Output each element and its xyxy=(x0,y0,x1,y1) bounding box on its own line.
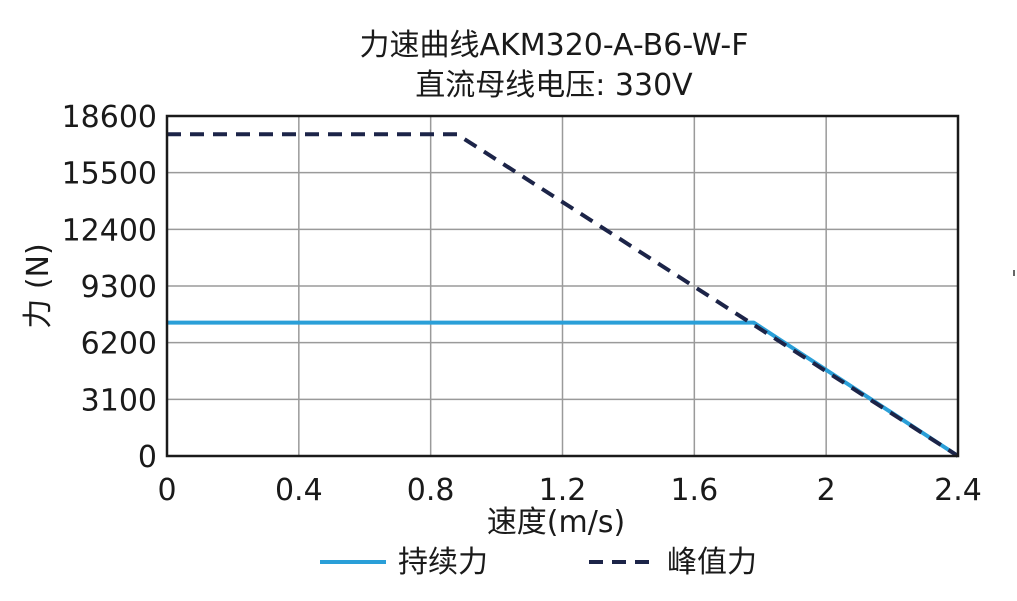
legend-label: 峰值力 xyxy=(667,545,757,580)
x-tick-label: 0.8 xyxy=(407,473,455,508)
plot-series xyxy=(167,132,960,458)
plot-frame xyxy=(165,114,960,458)
x-axis-label: 速度(m/s) xyxy=(487,505,625,540)
chart-subtitle: 直流母线电压: 330V xyxy=(415,68,693,103)
legend-label: 持续力 xyxy=(398,545,488,580)
legend: 持续力 峰值力 xyxy=(320,545,757,580)
y-tick-label: 0 xyxy=(138,440,157,475)
x-tick-label: 1.6 xyxy=(670,473,718,508)
y-tick-label: 18600 xyxy=(62,100,157,135)
x-tick-label: 0 xyxy=(157,473,176,508)
edge-mark xyxy=(1013,270,1015,276)
y-tick-label: 15500 xyxy=(62,157,157,192)
grid xyxy=(167,116,958,456)
y-tick-label: 6200 xyxy=(81,327,157,362)
x-tick-label: 0.4 xyxy=(275,473,323,508)
y-tick-label: 9300 xyxy=(81,270,157,305)
y-tick-label: 12400 xyxy=(62,213,157,248)
x-tick-label: 1.2 xyxy=(539,473,587,508)
y-tick-label: 3100 xyxy=(81,383,157,418)
tick-labels: 0 0.4 0.8 1.2 1.6 2 2.4 0 3100 6200 9300 12400 15500… xyxy=(62,100,982,508)
x-tick-label: 2.4 xyxy=(934,473,982,508)
x-tick-label: 2 xyxy=(817,473,836,508)
chart-title: 力速曲线AKM320-A-B6-W-F xyxy=(360,28,749,63)
series-line-continuous xyxy=(167,320,960,458)
y-axis-label: 力 (N) xyxy=(21,243,56,328)
series-line-peak xyxy=(167,132,960,458)
